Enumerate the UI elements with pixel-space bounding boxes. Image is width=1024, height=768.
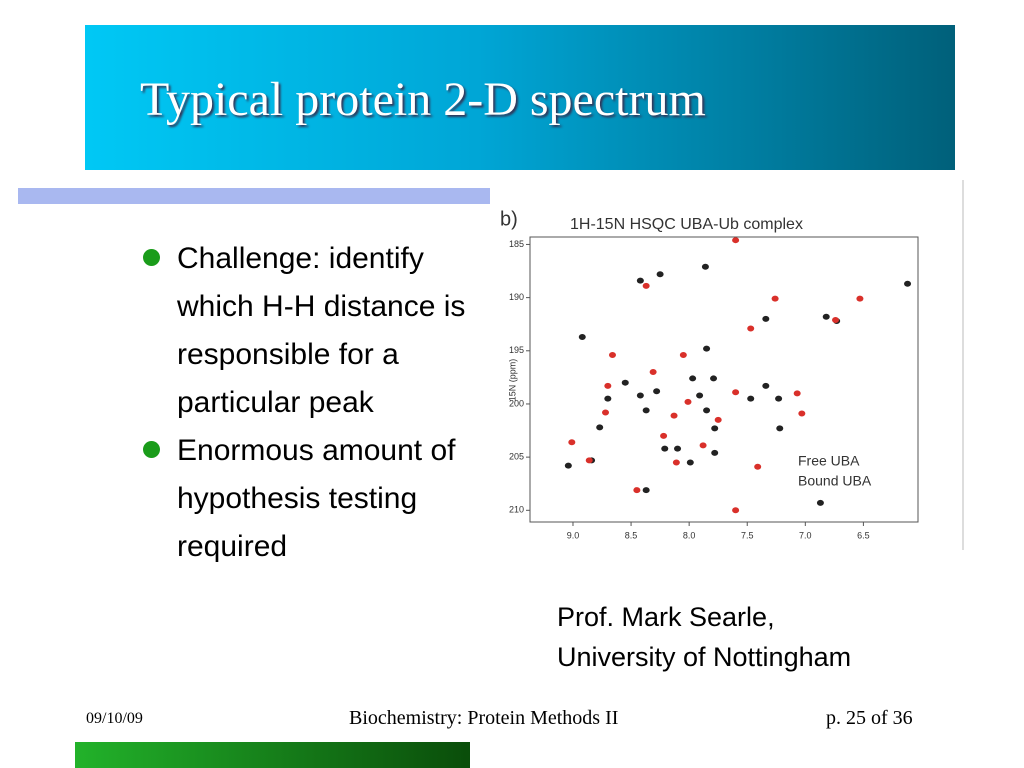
y-tick-label: 185 bbox=[509, 239, 524, 249]
divider-bar bbox=[18, 188, 490, 204]
x-tick-label: 6.5 bbox=[857, 530, 870, 540]
peak bbox=[604, 395, 612, 402]
figure-background bbox=[493, 180, 963, 550]
footer-course: Biochemistry: Protein Methods II bbox=[349, 707, 619, 729]
legend-entry: Free UBA bbox=[798, 453, 860, 469]
peak bbox=[568, 439, 576, 446]
x-tick-label: 8.5 bbox=[625, 530, 638, 540]
peak bbox=[747, 325, 755, 332]
x-tick-label: 9.0 bbox=[567, 530, 580, 540]
peak bbox=[602, 409, 610, 416]
peak bbox=[608, 352, 616, 359]
peak bbox=[578, 333, 586, 340]
y-tick-label: 190 bbox=[509, 292, 524, 302]
peak bbox=[711, 425, 719, 432]
peak bbox=[776, 425, 784, 432]
peak bbox=[711, 449, 719, 456]
peak bbox=[710, 375, 718, 382]
peak bbox=[732, 389, 740, 396]
peak bbox=[674, 445, 682, 452]
peak bbox=[771, 295, 779, 302]
peak bbox=[656, 271, 664, 278]
peak bbox=[732, 237, 740, 244]
plot-frame bbox=[529, 236, 919, 523]
image-caption: Prof. Mark Searle, University of Notting… bbox=[557, 597, 851, 677]
peak bbox=[604, 382, 612, 389]
title-banner bbox=[85, 25, 955, 170]
peak bbox=[689, 375, 697, 382]
peak bbox=[703, 345, 711, 352]
peak bbox=[585, 457, 593, 464]
y-tick-label: 195 bbox=[509, 345, 524, 355]
peak bbox=[633, 487, 641, 494]
peak bbox=[696, 392, 704, 399]
peak bbox=[672, 459, 680, 466]
peak bbox=[703, 407, 711, 414]
peak bbox=[653, 388, 661, 395]
peak bbox=[642, 407, 650, 414]
peak bbox=[775, 395, 783, 402]
peak bbox=[679, 352, 687, 359]
peak bbox=[714, 416, 722, 423]
footer-date: 09/10/09 bbox=[86, 710, 143, 727]
bullet: Challenge: identify which H-H distance i… bbox=[140, 235, 477, 427]
chart-title: 1H-15N HSQC UBA-Ub complex bbox=[570, 216, 803, 233]
y-tick-label: 205 bbox=[509, 452, 524, 462]
footer-bar bbox=[75, 742, 470, 768]
x-tick-label: 8.0 bbox=[683, 530, 696, 540]
y-tick-label: 210 bbox=[509, 505, 524, 515]
peak bbox=[564, 462, 572, 469]
peak bbox=[670, 412, 678, 419]
peak bbox=[636, 392, 644, 399]
peak bbox=[684, 398, 692, 405]
peak bbox=[701, 263, 709, 270]
y-axis-label: 15N (ppm) bbox=[507, 359, 517, 402]
peak bbox=[732, 507, 740, 514]
peak bbox=[793, 390, 801, 397]
peak bbox=[904, 280, 912, 287]
legend-entry: Bound UBA bbox=[798, 473, 872, 489]
panel-label: b) bbox=[500, 208, 518, 230]
peak bbox=[832, 316, 840, 323]
slide-title: Typical protein 2-D spectrum bbox=[140, 73, 706, 126]
caption-line: Prof. Mark Searle, bbox=[557, 602, 775, 632]
bullet: Enormous amount of hypothesis testing re… bbox=[140, 427, 477, 571]
peak bbox=[596, 424, 604, 431]
peak bbox=[754, 463, 762, 470]
peak bbox=[621, 379, 629, 386]
peak bbox=[649, 369, 657, 376]
peak bbox=[686, 459, 694, 466]
x-tick-label: 7.0 bbox=[799, 530, 812, 540]
peak bbox=[747, 395, 755, 402]
peak bbox=[661, 445, 669, 452]
peak bbox=[660, 432, 668, 439]
peak bbox=[822, 313, 830, 320]
peak bbox=[762, 382, 770, 389]
peak bbox=[642, 487, 650, 494]
peak bbox=[642, 282, 650, 289]
caption-line: University of Nottingham bbox=[557, 642, 852, 672]
peak bbox=[762, 315, 770, 322]
bullet-list: Challenge: identify which H-H distance i… bbox=[140, 235, 480, 571]
peak bbox=[798, 410, 806, 417]
y-tick-label: 200 bbox=[509, 398, 524, 408]
peak bbox=[816, 499, 824, 506]
peak bbox=[636, 277, 644, 284]
footer-page: p. 25 of 36 bbox=[826, 707, 913, 729]
x-tick-label: 7.5 bbox=[741, 530, 754, 540]
peak bbox=[699, 442, 707, 449]
peak bbox=[856, 295, 864, 302]
spectrum-chart: b) 1H-15N HSQC UBA-Ub complex 15N (ppm) … bbox=[493, 180, 964, 550]
